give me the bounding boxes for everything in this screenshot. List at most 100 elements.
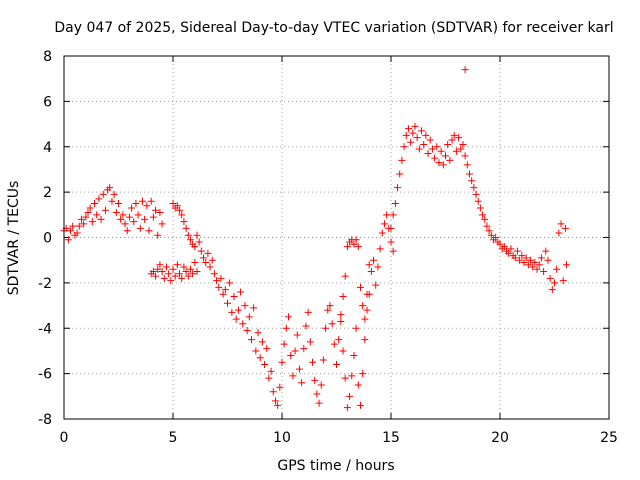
data-point — [132, 199, 140, 207]
data-point — [359, 302, 367, 310]
data-point — [309, 358, 317, 366]
data-point — [269, 388, 277, 396]
data-point — [304, 308, 312, 316]
data-point — [178, 211, 186, 219]
data-point — [374, 263, 382, 271]
data-point — [411, 122, 419, 130]
data-point — [108, 197, 116, 205]
data-point — [402, 131, 410, 139]
x-tick-label: 5 — [169, 430, 178, 446]
data-point — [398, 156, 406, 164]
data-point — [330, 340, 338, 348]
data-point — [136, 224, 144, 232]
data-point — [380, 220, 388, 228]
data-point — [143, 202, 151, 210]
data-point — [352, 324, 360, 332]
data-point — [426, 136, 434, 144]
data-point — [433, 143, 441, 151]
data-point — [149, 213, 157, 221]
data-point — [350, 351, 358, 359]
data-point — [176, 270, 184, 278]
data-point — [481, 215, 489, 223]
data-point — [431, 154, 439, 162]
data-point — [245, 313, 253, 321]
data-point — [339, 347, 347, 355]
data-point — [389, 247, 397, 255]
data-point — [529, 263, 537, 271]
data-point — [391, 199, 399, 207]
data-point — [341, 374, 349, 382]
data-point — [219, 290, 227, 298]
data-point — [215, 283, 223, 291]
data-point — [435, 159, 443, 167]
data-point — [210, 270, 218, 278]
data-point — [516, 256, 524, 264]
data-point — [524, 261, 532, 269]
data-point — [267, 367, 275, 375]
data-point — [138, 197, 146, 205]
data-point — [548, 286, 556, 294]
data-point — [112, 209, 120, 217]
data-point — [544, 256, 552, 264]
data-point — [505, 249, 513, 257]
data-point — [333, 361, 340, 369]
axis-ticks: 0 5 10 15 20 25 -8 -6 -4 -2 0 2 4 6 8 — [38, 49, 618, 446]
grid-lines — [64, 56, 609, 419]
data-point — [363, 290, 371, 298]
data-point — [160, 274, 168, 282]
data-point — [372, 281, 380, 289]
data-point — [149, 268, 157, 276]
data-point — [537, 254, 545, 262]
data-point — [555, 229, 563, 237]
data-point — [348, 372, 356, 380]
data-point — [254, 329, 262, 337]
data-point — [551, 279, 558, 287]
data-point — [317, 381, 325, 389]
data-point — [442, 152, 449, 160]
data-point — [446, 156, 454, 164]
data-point — [295, 365, 303, 373]
data-point — [407, 138, 415, 146]
data-point — [361, 315, 369, 323]
data-point — [158, 268, 166, 276]
data-point — [328, 320, 336, 328]
data-point — [542, 247, 550, 255]
data-point — [180, 263, 188, 271]
data-point — [237, 288, 245, 296]
data-point — [418, 127, 426, 135]
data-point — [274, 401, 282, 409]
data-point — [69, 222, 77, 230]
data-point — [191, 258, 199, 266]
data-point — [154, 265, 162, 273]
data-point — [354, 243, 362, 251]
data-point — [101, 206, 109, 214]
data-point — [322, 324, 330, 332]
data-point — [162, 263, 170, 271]
data-point — [376, 245, 384, 253]
data-point — [156, 261, 164, 269]
data-point — [522, 254, 530, 262]
data-point — [110, 190, 118, 198]
data-point — [221, 286, 229, 294]
data-point — [152, 272, 160, 280]
y-tick-label: 8 — [43, 49, 52, 65]
data-point — [173, 202, 181, 210]
data-point — [130, 218, 138, 226]
data-point — [152, 206, 160, 214]
y-axis-label: SDTVAR / TECUs — [6, 181, 22, 296]
data-point — [387, 224, 395, 232]
data-point — [128, 204, 136, 212]
data-point — [343, 243, 351, 251]
y-tick-label: 2 — [43, 185, 52, 201]
y-tick-label: 0 — [43, 231, 52, 247]
data-point — [546, 274, 554, 282]
data-point — [415, 145, 423, 153]
data-point — [134, 211, 142, 219]
data-point — [559, 277, 567, 285]
data-point — [378, 229, 386, 237]
data-point — [400, 143, 408, 151]
data-point — [293, 331, 301, 339]
data-point — [479, 211, 487, 219]
y-tick-label: 4 — [43, 140, 52, 156]
data-point — [213, 277, 221, 285]
